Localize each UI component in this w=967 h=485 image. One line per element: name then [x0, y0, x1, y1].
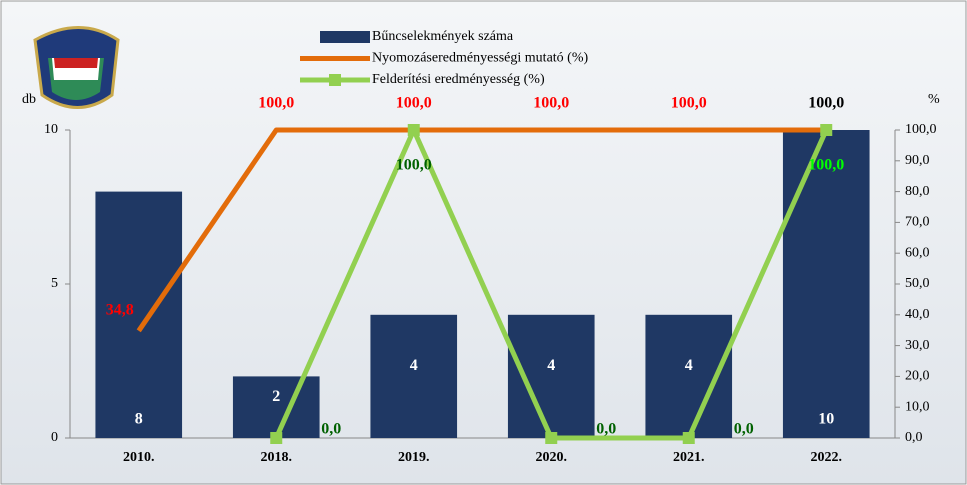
y2-tick-label: 60,0 — [905, 245, 930, 260]
line-marker — [545, 432, 557, 444]
bar — [508, 315, 595, 438]
line-value-label: 100,0 — [533, 95, 569, 112]
line-value-label: 100,0 — [671, 95, 707, 112]
legend-label: Bűncselekmények száma — [372, 29, 514, 44]
bar — [783, 130, 870, 438]
legend-marker — [329, 74, 341, 86]
line-marker — [408, 124, 420, 136]
bar — [233, 376, 320, 438]
y2-tick-label: 20,0 — [905, 369, 930, 384]
chart: db % 05100,010,020,030,040,050,060,070,0… — [0, 0, 967, 485]
line-value-label: 0,0 — [321, 421, 341, 438]
line-value-label: 100,0 — [808, 95, 844, 112]
bar — [370, 315, 457, 438]
y-tick-label: 0 — [51, 430, 58, 445]
x-tick-label: 2018. — [261, 450, 293, 465]
bar-value-label: 2 — [272, 388, 280, 405]
line-value-label: 0,0 — [596, 421, 616, 438]
bar-value-label: 4 — [547, 357, 555, 374]
bar-value-label: 4 — [410, 357, 418, 374]
bar — [645, 315, 732, 438]
y2-tick-label: 40,0 — [905, 307, 930, 322]
y-tick-label: 5 — [51, 276, 58, 291]
y2-tick-label: 0,0 — [905, 430, 923, 445]
legend-label: Felderítési eredményesség (%) — [372, 72, 545, 87]
bar-value-label: 4 — [685, 357, 693, 374]
line-marker — [820, 124, 832, 136]
y2-axis-label: % — [928, 92, 940, 107]
y2-tick-label: 10,0 — [905, 399, 930, 414]
y2-tick-label: 30,0 — [905, 338, 930, 353]
logo — [35, 28, 118, 108]
x-tick-label: 2019. — [398, 450, 430, 465]
line-value-label: 100,0 — [396, 95, 432, 112]
line-marker — [683, 432, 695, 444]
line-value-label: 100,0 — [808, 157, 844, 174]
y-tick-label: 10 — [44, 122, 58, 137]
x-tick-label: 2022. — [811, 450, 843, 465]
y2-tick-label: 70,0 — [905, 215, 930, 230]
bar-value-label: 10 — [818, 411, 834, 428]
line-value-label: 100,0 — [258, 95, 294, 112]
line-value-label: 100,0 — [396, 157, 432, 174]
legend-label: Nyomozáseredményességi mutató (%) — [372, 51, 588, 66]
y2-tick-label: 80,0 — [905, 184, 930, 199]
x-tick-label: 2020. — [536, 450, 568, 465]
legend-swatch — [320, 31, 370, 43]
y2-tick-label: 50,0 — [905, 276, 930, 291]
x-tick-label: 2021. — [673, 450, 705, 465]
y2-tick-label: 100,0 — [905, 122, 937, 137]
line-marker — [270, 432, 282, 444]
bar-value-label: 8 — [135, 411, 143, 428]
line-value-label: 34,8 — [106, 301, 134, 318]
y-axis-label: db — [22, 92, 36, 107]
x-tick-label: 2010. — [123, 450, 155, 465]
y2-tick-label: 90,0 — [905, 153, 930, 168]
line-value-label: 0,0 — [734, 421, 754, 438]
